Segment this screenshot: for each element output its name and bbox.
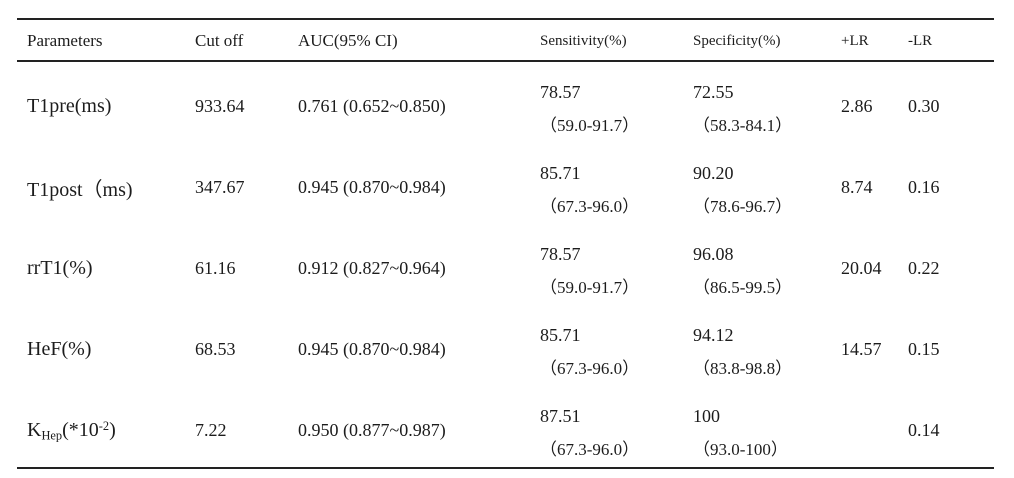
auc-cell: 0.945 (0.870~0.984) bbox=[298, 177, 446, 197]
cutoff-cell: 7.22 bbox=[195, 420, 227, 440]
specificity-ci: （93.0-100） bbox=[693, 440, 788, 459]
table-row-t1pre: T1pre(ms) 933.64 0.761 (0.652~0.850) 78.… bbox=[17, 61, 994, 143]
specificity-ci: （83.8-98.8） bbox=[693, 359, 793, 378]
auc-cell: 0.761 (0.652~0.850) bbox=[298, 96, 446, 116]
parameter-cell: KHep(*10-2) bbox=[27, 418, 116, 443]
sensitivity-ci: （67.3-96.0） bbox=[540, 440, 640, 459]
cutoff-cell: 933.64 bbox=[195, 96, 245, 116]
header-row: Parameters Cut off AUC(95% CI) Sensitivi… bbox=[17, 19, 994, 62]
plus-lr-cell: 14.57 bbox=[841, 339, 882, 359]
specificity-value: 96.08 bbox=[693, 244, 734, 264]
minus-lr-cell: 0.15 bbox=[908, 339, 940, 359]
auc-cell: 0.912 (0.827~0.964) bbox=[298, 258, 446, 278]
table-row-khep: KHep(*10-2) 7.22 0.950 (0.877~0.987) 87.… bbox=[17, 386, 994, 468]
column-header-parameters: Parameters bbox=[17, 19, 185, 62]
specificity-cell: 72.55 （58.3-84.1） bbox=[683, 61, 831, 143]
specificity-ci: （58.3-84.1） bbox=[693, 116, 793, 135]
table-row-rrt1: rrT1(%) 61.16 0.912 (0.827~0.964) 78.57 … bbox=[17, 224, 994, 305]
parameter-cell: HeF(%) bbox=[27, 338, 92, 360]
sensitivity-cell: 78.57 （59.0-91.7） bbox=[530, 224, 683, 305]
table-row-t1post: T1post（ms) 347.67 0.945 (0.870~0.984) 85… bbox=[17, 143, 994, 224]
sensitivity-ci: （67.3-96.0） bbox=[540, 197, 640, 216]
parameter-cell: T1pre(ms) bbox=[27, 95, 112, 117]
sensitivity-ci: （67.3-96.0） bbox=[540, 359, 640, 378]
column-header-specificity: Specificity(%) bbox=[683, 19, 831, 62]
plus-lr-cell: 20.04 bbox=[841, 258, 882, 278]
column-header-cutoff: Cut off bbox=[185, 19, 288, 62]
plus-lr-cell bbox=[831, 386, 898, 468]
paper-table-page: Parameters Cut off AUC(95% CI) Sensitivi… bbox=[0, 18, 1014, 478]
specificity-value: 100 bbox=[693, 406, 720, 426]
sensitivity-cell: 78.57 （59.0-91.7） bbox=[530, 61, 683, 143]
specificity-ci: （86.5-99.5） bbox=[693, 278, 793, 297]
column-header-sensitivity: Sensitivity(%) bbox=[530, 19, 683, 62]
column-header-auc: AUC(95% CI) bbox=[288, 19, 530, 62]
minus-lr-cell: 0.14 bbox=[908, 420, 940, 440]
sensitivity-value: 85.71 bbox=[540, 163, 581, 183]
specificity-ci: （78.6-96.7） bbox=[693, 197, 793, 216]
auc-cell: 0.945 (0.870~0.984) bbox=[298, 339, 446, 359]
column-header-minus-lr: -LR bbox=[898, 19, 994, 62]
specificity-value: 90.20 bbox=[693, 163, 734, 183]
specificity-value: 72.55 bbox=[693, 82, 734, 102]
sensitivity-cell: 85.71 （67.3-96.0） bbox=[530, 143, 683, 224]
specificity-cell: 100 （93.0-100） bbox=[683, 386, 831, 468]
sensitivity-cell: 85.71 （67.3-96.0） bbox=[530, 305, 683, 386]
specificity-value: 94.12 bbox=[693, 325, 734, 345]
plus-lr-cell: 2.86 bbox=[841, 96, 873, 116]
sensitivity-cell: 87.51 （67.3-96.0） bbox=[530, 386, 683, 468]
auc-cell: 0.950 (0.877~0.987) bbox=[298, 420, 446, 440]
sensitivity-value: 78.57 bbox=[540, 244, 581, 264]
specificity-cell: 90.20 （78.6-96.7） bbox=[683, 143, 831, 224]
sensitivity-value: 87.51 bbox=[540, 406, 581, 426]
minus-lr-cell: 0.22 bbox=[908, 258, 940, 278]
specificity-cell: 94.12 （83.8-98.8） bbox=[683, 305, 831, 386]
cutoff-cell: 61.16 bbox=[195, 258, 236, 278]
plus-lr-cell: 8.74 bbox=[841, 177, 873, 197]
parameter-cell: T1post（ms) bbox=[27, 179, 133, 201]
sensitivity-ci: （59.0-91.7） bbox=[540, 278, 640, 297]
table-row-hef: HeF(%) 68.53 0.945 (0.870~0.984) 85.71 （… bbox=[17, 305, 994, 386]
specificity-cell: 96.08 （86.5-99.5） bbox=[683, 224, 831, 305]
cutoff-cell: 68.53 bbox=[195, 339, 236, 359]
roc-analysis-table: Parameters Cut off AUC(95% CI) Sensitivi… bbox=[17, 18, 994, 469]
parameter-cell: rrT1(%) bbox=[27, 257, 93, 279]
sensitivity-ci: （59.0-91.7） bbox=[540, 116, 640, 135]
minus-lr-cell: 0.16 bbox=[908, 177, 940, 197]
minus-lr-cell: 0.30 bbox=[908, 96, 940, 116]
sensitivity-value: 85.71 bbox=[540, 325, 581, 345]
column-header-plus-lr: +LR bbox=[831, 19, 898, 62]
sensitivity-value: 78.57 bbox=[540, 82, 581, 102]
cutoff-cell: 347.67 bbox=[195, 177, 245, 197]
